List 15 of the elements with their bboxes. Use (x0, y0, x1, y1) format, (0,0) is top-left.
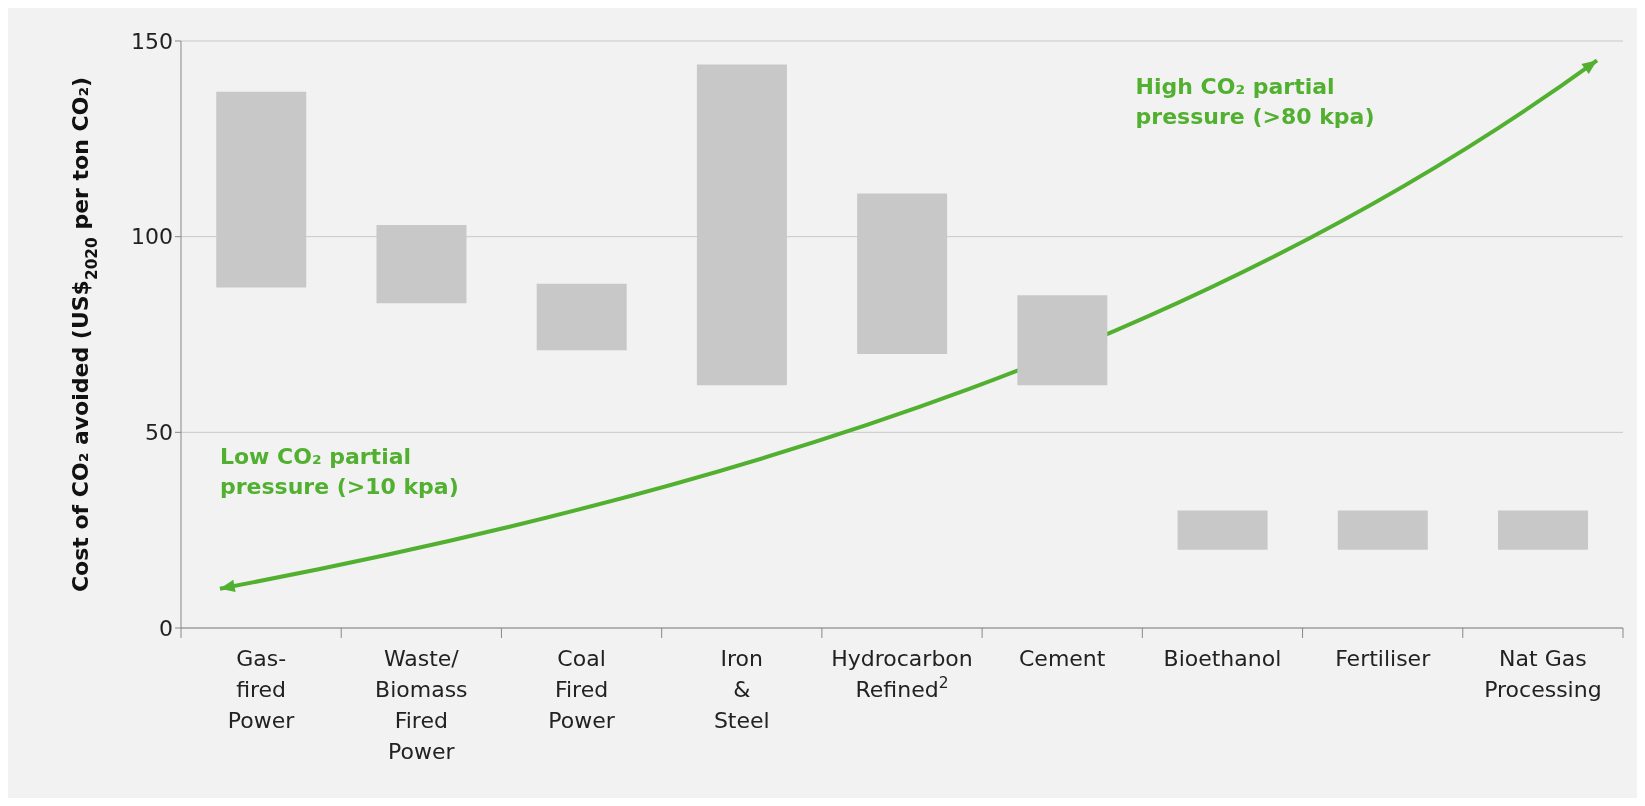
x-tick-label: Hydrocarbon Refined$^{2}$ (831, 646, 973, 702)
x-tick-label: Waste/ Biomass Fired Power (375, 646, 468, 764)
y-tick-label: 100 (131, 224, 173, 250)
x-tick-label: Nat Gas Processing (1484, 646, 1602, 702)
x-tick-label: Bioethanol (1163, 646, 1282, 671)
x-tick-label: Cement (1019, 646, 1106, 671)
y-tick-label: 50 (145, 420, 173, 446)
x-tick-label: Fertiliser (1335, 646, 1432, 671)
y-tick-label: 150 (131, 28, 173, 54)
x-tick-label: Coal Fired Power (548, 646, 616, 733)
y-tick-label: 0 (159, 615, 173, 641)
annotation: High CO₂ partial pressure (>80 kpa) (1135, 73, 1375, 129)
annotation: Low CO₂ partial pressure (>10 kpa) (219, 443, 459, 499)
x-tick-label: Gas- fired Power (227, 646, 296, 733)
x-tick-label: Iron & Steel (713, 646, 770, 733)
